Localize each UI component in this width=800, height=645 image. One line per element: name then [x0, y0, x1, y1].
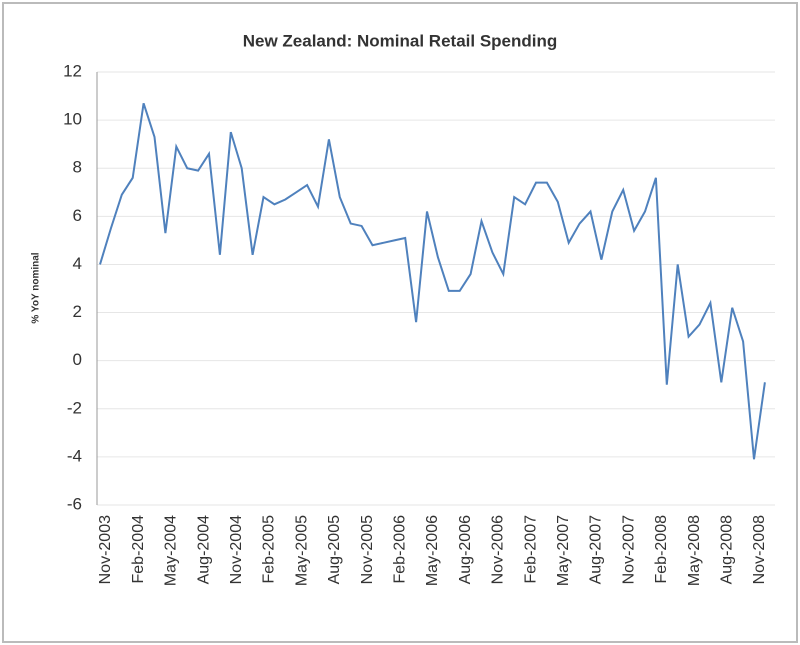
x-tick-label: May-2005 [293, 515, 310, 586]
x-tick-label: Nov-2005 [359, 515, 376, 584]
y-tick-label: 6 [73, 206, 82, 225]
x-tick-label: Nov-2007 [620, 515, 637, 584]
y-axis-label: % YoY nominal [31, 252, 42, 323]
x-tick-label: May-2006 [424, 515, 441, 586]
x-tick-label: Feb-2005 [261, 515, 278, 584]
y-tick-label: -2 [67, 398, 82, 417]
y-tick-label: 10 [63, 110, 82, 129]
x-tick-label: Nov-2004 [228, 515, 245, 584]
y-tick-label: 2 [73, 302, 82, 321]
chart-title: New Zealand: Nominal Retail Spending [243, 31, 558, 50]
x-tick-label: Aug-2005 [326, 515, 343, 584]
x-tick-label: Feb-2008 [653, 515, 670, 584]
x-tick-label: May-2007 [555, 515, 572, 586]
x-tick-label: Nov-2008 [751, 515, 768, 584]
x-tick-label: Feb-2007 [522, 515, 539, 584]
y-tick-label: -6 [67, 494, 82, 513]
x-tick-label: Nov-2003 [97, 515, 114, 584]
x-tick-label: May-2004 [163, 515, 180, 586]
y-tick-label: -4 [67, 446, 82, 465]
x-tick-label: Feb-2006 [392, 515, 409, 584]
x-tick-label: Aug-2007 [588, 515, 605, 584]
x-tick-label: Feb-2004 [130, 515, 147, 584]
y-tick-label: 0 [73, 350, 82, 369]
x-tick-label: Aug-2006 [457, 515, 474, 584]
x-tick-label: Aug-2008 [719, 515, 736, 584]
x-tick-label: Nov-2006 [490, 515, 507, 584]
y-tick-label: 8 [73, 158, 82, 177]
x-tick-label: Aug-2004 [195, 515, 212, 584]
y-tick-label: 12 [63, 61, 82, 80]
x-tick-label: May-2008 [686, 515, 703, 586]
data-line [99, 102, 766, 460]
y-tick-label: 4 [73, 254, 82, 273]
